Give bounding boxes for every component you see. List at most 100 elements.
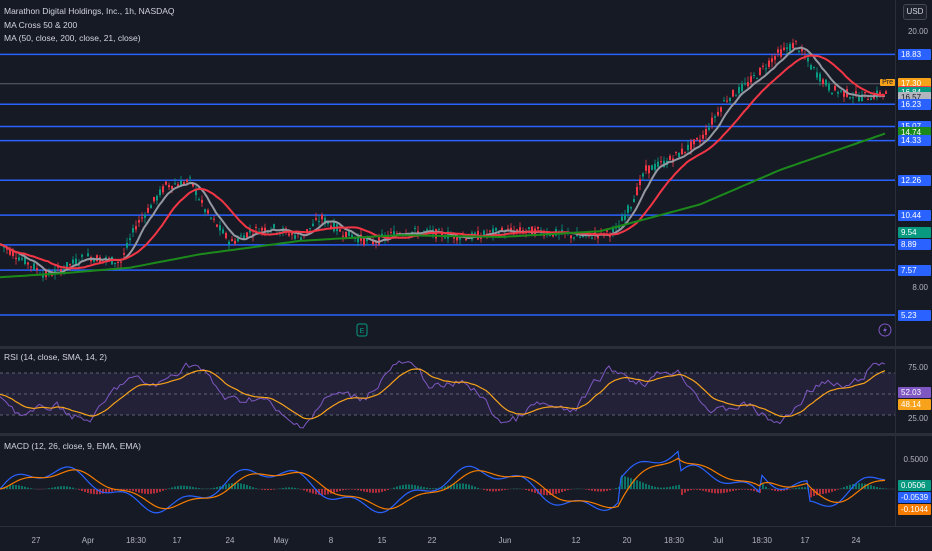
candle [81, 255, 83, 257]
candle [747, 82, 749, 86]
macd-histogram-bar [678, 485, 680, 489]
candle [645, 165, 647, 170]
macd-histogram-bar [720, 489, 722, 493]
ma-cross-legend[interactable]: MA Cross 50 & 200 [4, 19, 77, 31]
macd-histogram-bar [294, 488, 296, 489]
macd-histogram-bar [477, 488, 479, 489]
candle [660, 161, 662, 162]
macd-histogram-bar [312, 489, 314, 494]
earnings-icon[interactable]: E [356, 323, 368, 337]
macd-histogram-bar [657, 487, 659, 489]
candle [753, 75, 755, 76]
candle [207, 210, 209, 213]
price-chart[interactable] [0, 0, 896, 346]
candle [612, 229, 614, 232]
currency-button[interactable]: USD [903, 4, 927, 20]
price-axis[interactable]: USD 20.00 8.00 18.8317.3016.9016.8416.57… [895, 0, 932, 346]
macd-histogram-bar [396, 487, 398, 489]
ma-legend[interactable]: MA (50, close, 200, close, 21, close) [4, 32, 141, 44]
macd-histogram-bar [750, 489, 752, 490]
candle [225, 233, 227, 238]
candle [21, 258, 23, 259]
macd-histogram-bar [747, 489, 749, 490]
macd-histogram-bar [411, 485, 413, 489]
macd-histogram-bar [828, 489, 830, 493]
candle [489, 231, 491, 232]
candle [858, 97, 860, 101]
time-tick: 20 [623, 536, 632, 545]
macd-histogram-bar [240, 483, 242, 489]
candle [321, 215, 323, 219]
candle [789, 44, 791, 51]
macd-axis[interactable]: 0.5000 0.0506 -0.0539 -0.1044 [895, 436, 932, 526]
macd-histogram-bar [189, 486, 191, 489]
rsi-axis[interactable]: 75.00 52.03 48.14 25.00 [895, 349, 932, 433]
macd-histogram-bar [435, 488, 437, 489]
macd-histogram-bar [144, 489, 146, 494]
macd-histogram-bar [135, 489, 137, 492]
rsi-value-tag: 52.03 [898, 387, 931, 398]
macd-histogram-bar [675, 485, 677, 489]
signal-line-tag: -0.1044 [898, 504, 931, 515]
candle [834, 86, 836, 90]
macd-histogram-bar [246, 485, 248, 489]
macd-histogram-bar [795, 488, 797, 489]
candle [318, 221, 320, 222]
candle [483, 230, 485, 235]
macd-histogram-bar [420, 486, 422, 489]
macd-histogram-bar [660, 488, 662, 489]
macd-histogram-bar [24, 487, 26, 489]
candle [693, 139, 695, 144]
dividend-icon[interactable] [878, 323, 892, 337]
macd-histogram-bar [171, 487, 173, 489]
macd-histogram-bar [168, 488, 170, 489]
macd-histogram-bar [462, 484, 464, 489]
macd-histogram-bar [243, 484, 245, 489]
candle [855, 91, 857, 93]
macd-histogram-bar [210, 488, 212, 489]
candle [720, 107, 722, 112]
candle [648, 165, 650, 173]
candle [315, 218, 317, 220]
time-tick: Apr [82, 536, 94, 545]
candle [849, 97, 851, 98]
macd-histogram-bar [873, 486, 875, 489]
candle [438, 229, 440, 230]
macd-histogram-bar [669, 487, 671, 489]
candle [870, 98, 872, 100]
macd-legend[interactable]: MACD (12, 26, close, 9, EMA, EMA) [4, 440, 141, 452]
candle [114, 263, 116, 264]
candle [342, 236, 344, 237]
time-tick: 18:30 [752, 536, 772, 545]
macd-pane[interactable]: MACD (12, 26, close, 9, EMA, EMA) [0, 436, 896, 526]
macd-histogram-bar [717, 489, 719, 493]
rsi-chart[interactable] [0, 349, 896, 433]
rsi-pane[interactable]: RSI (14, close, SMA, 14, 2) [0, 349, 896, 433]
macd-histogram-bar [819, 489, 821, 494]
time-tick: 15 [378, 536, 387, 545]
price-chart-pane[interactable]: Marathon Digital Holdings, Inc., 1h, NAS… [0, 0, 896, 346]
candle [723, 100, 725, 101]
candle [741, 84, 743, 91]
macd-histogram-bar [837, 489, 839, 490]
candle [18, 257, 20, 260]
rsi-legend[interactable]: RSI (14, close, SMA, 14, 2) [4, 351, 107, 363]
candle [678, 153, 680, 157]
macd-histogram-bar [72, 488, 74, 489]
candle [123, 253, 125, 255]
candle [654, 164, 656, 170]
macd-histogram-bar [429, 488, 431, 489]
candle [852, 97, 854, 98]
macd-histogram-bar [687, 489, 689, 491]
macd-histogram-tag: 0.0506 [898, 480, 931, 491]
macd-histogram-bar [483, 489, 485, 490]
candle [51, 275, 53, 276]
macd-histogram-bar [798, 487, 800, 489]
macd-histogram-bar [408, 484, 410, 489]
macd-histogram-bar [12, 485, 14, 489]
macd-histogram-bar [375, 489, 377, 493]
macd-histogram-bar [810, 489, 812, 497]
time-tick: 22 [428, 536, 437, 545]
macd-histogram-bar [624, 476, 626, 489]
candle [213, 219, 215, 220]
